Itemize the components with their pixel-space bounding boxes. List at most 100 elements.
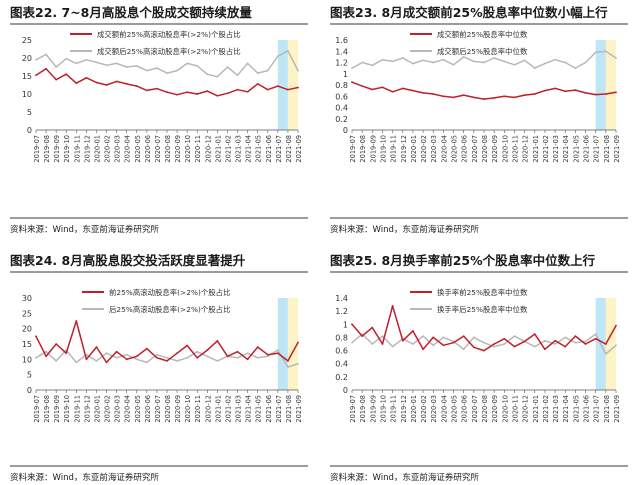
data-point [226,355,229,358]
y-tick-label: 0 [343,386,348,395]
data-point [216,359,219,362]
data-point [246,90,249,93]
data-point [442,95,445,98]
data-point [604,352,607,355]
data-point [266,88,269,91]
data-point [554,339,556,342]
x-tick-label: 2020-12 [204,395,212,423]
data-point [287,49,289,52]
data-point [493,345,496,348]
data-point [554,58,556,61]
x-tick-label: 2020-12 [522,395,530,423]
data-point [105,84,108,86]
y-tick-label: 0.2 [335,373,348,382]
data-point [176,93,178,96]
y-tick-label: 1.2 [335,59,348,68]
data-point [615,91,617,94]
data-point [176,69,178,72]
data-point [513,335,516,338]
x-tick-label: 2019-07 [33,135,41,163]
y-tick-label: 1.6 [335,36,348,45]
x-tick-label: 2019-12 [83,135,91,163]
x-tick-label: 2021-06 [265,135,273,163]
data-point [236,356,239,359]
data-point [206,355,209,358]
data-point [85,58,88,61]
data-point [574,341,577,344]
data-point [145,347,148,350]
chart-title: 图表25. 8月换手率前25%个股息率中位数上行 [330,253,596,268]
data-point [523,340,526,343]
data-point [351,323,353,326]
x-tick-label: 2019-07 [349,135,357,163]
data-point [574,67,577,70]
y-tick-label: 0 [343,126,348,135]
data-point [75,320,78,322]
data-point [236,350,239,353]
x-tick-label: 2020-08 [481,395,489,423]
data-point [145,89,148,92]
x-tick-label: 2021-07 [593,395,601,423]
data-point [216,94,219,97]
data-point [604,343,607,345]
data-point [442,344,445,347]
data-point [45,53,47,56]
data-point [442,58,445,61]
data-point [226,66,229,68]
data-point [287,366,289,368]
x-tick-label: 2021-05 [255,135,263,163]
x-tick-label: 2019-10 [63,395,71,423]
x-tick-label: 2021-08 [603,395,611,423]
x-tick-label: 2020-04 [124,135,132,163]
highlight-band-2 [287,40,298,130]
data-point [401,87,404,90]
data-point [452,96,455,99]
x-tick-label: 2019-09 [53,135,61,163]
y-tick-label: 0.8 [335,333,348,342]
data-point [95,359,98,362]
x-tick-label: 2019-11 [390,395,398,423]
data-point [55,66,58,68]
source-note: 资料来源：Wind，东亚前海证券研究所 [330,224,479,235]
data-point [412,62,414,65]
data-point [462,335,465,338]
x-tick-label: 2019-10 [379,395,387,423]
data-point [432,336,435,339]
data-point [65,352,68,355]
data-point [186,344,189,347]
data-point [105,361,108,364]
data-point [574,335,577,338]
data-point [615,324,617,327]
y-tick-label: 20 [22,325,32,334]
data-point [196,65,199,67]
x-tick-label: 2020-05 [451,395,459,423]
x-tick-label: 2019-08 [359,395,367,423]
data-point [533,67,536,70]
x-tick-label: 2021-07 [593,135,601,163]
data-point [391,90,394,93]
x-tick-label: 2020-09 [174,395,182,423]
data-point [462,55,465,58]
data-point [422,59,424,62]
data-point [594,51,597,54]
x-tick-label: 2020-06 [461,135,469,163]
data-point [125,66,128,68]
y-tick-label: 0 [27,126,32,135]
data-point [156,87,158,90]
x-tick-label: 2019-11 [73,135,81,163]
data-point [115,62,118,65]
data-point [472,96,475,99]
data-point [125,353,128,356]
y-tick-label: 20 [22,54,32,63]
x-tick-label: 2020-12 [204,135,212,163]
data-point [371,326,374,329]
data-point [351,67,353,70]
data-point [45,355,47,358]
x-tick-label: 2020-08 [481,135,489,163]
data-point [156,353,158,356]
legend-label: 前25%高滚动股息率(>2%)个股占比 [109,288,230,297]
data-point [115,356,118,359]
x-tick-label: 2020-02 [420,135,428,163]
x-tick-label: 2020-03 [430,395,438,423]
y-tick-label: 0.6 [335,347,348,356]
